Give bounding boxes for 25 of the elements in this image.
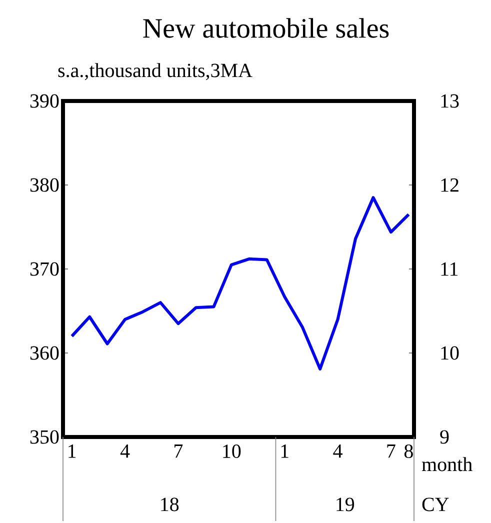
x-tick-label: 8 [404, 444, 413, 458]
x-tick-label: 7 [387, 444, 396, 458]
line-series [70, 196, 410, 370]
y-tick-label: 380 [30, 178, 59, 192]
x-tick-label: 1 [68, 444, 76, 458]
x-tick-label: 10 [223, 444, 241, 458]
y2-tick-label: 13 [441, 94, 459, 108]
x-axis-title: month [422, 457, 472, 472]
chart-title: New automobile sales [143, 18, 389, 38]
text: 19 [336, 498, 354, 512]
y2-tick-label: 12 [441, 178, 458, 192]
chart-subtitle: s.a.,thousand units,3MA [58, 63, 252, 80]
y-tick-label: 390 [30, 94, 59, 108]
y-tick-label: 360 [30, 346, 59, 360]
y2-tick-label: 10 [441, 346, 459, 360]
x-tick-label: 1 [281, 444, 288, 458]
y2-tick-label: 9 [440, 430, 449, 444]
text: 18 [161, 498, 179, 512]
x-tick-label: 7 [174, 444, 183, 458]
x-tick-label: 4 [120, 444, 130, 458]
x-tick-label: 4 [333, 444, 342, 458]
text: CY [422, 498, 449, 512]
y2-tick-label: 11 [441, 262, 458, 276]
y-tick-label: 350 [30, 430, 59, 444]
y-tick-label: 370 [30, 262, 59, 276]
